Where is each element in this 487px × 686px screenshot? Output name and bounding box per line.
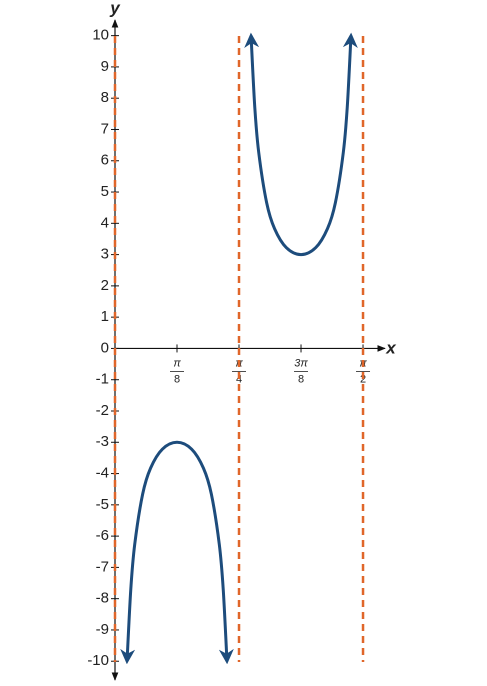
x-tick-label: 3π 8 (294, 357, 308, 385)
y-tick-label: -5 (96, 496, 109, 513)
y-tick-label: 1 (101, 308, 109, 325)
y-tick-label: 4 (101, 214, 109, 231)
y-tick-label: -6 (96, 527, 109, 544)
y-tick-label: 3 (101, 246, 109, 263)
y-axis-title: y (109, 0, 121, 17)
y-tick-label: 5 (101, 183, 109, 200)
y-tick-label: -4 (96, 465, 109, 482)
curve (120, 440, 234, 665)
y-tick-label: -9 (96, 621, 109, 638)
y-tick-label: -8 (96, 590, 109, 607)
y-tick-label: -7 (96, 558, 109, 575)
y-tick-label: 0 (101, 339, 109, 356)
y-tick-label: -1 (96, 371, 109, 388)
curve (244, 32, 358, 257)
y-tick-label: 7 (101, 120, 109, 137)
y-tick-label: 8 (101, 89, 109, 106)
y-tick-label: -2 (96, 402, 109, 419)
y-tick-label: 9 (101, 58, 109, 75)
y-tick-label: 2 (101, 277, 109, 294)
y-tick-label: -3 (96, 433, 109, 450)
x-axis-title: x (385, 338, 397, 357)
y-tick-label: -10 (87, 652, 109, 669)
y-tick-label: 10 (92, 27, 109, 44)
y-tick-label: 6 (101, 152, 109, 169)
